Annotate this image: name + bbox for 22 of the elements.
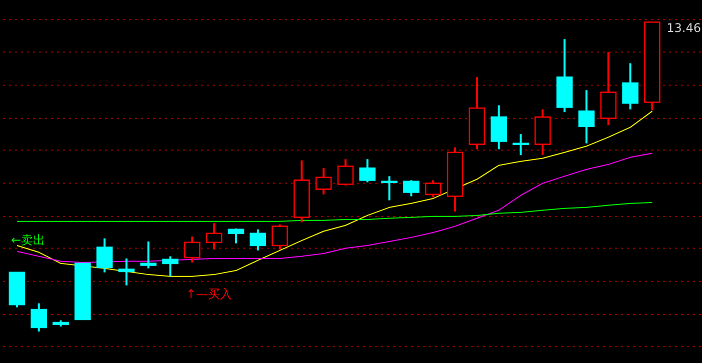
candlestick [381,175,398,202]
candlestick [30,302,48,332]
candlestick [512,133,529,156]
candlestick [424,179,442,198]
candlestick [578,89,595,144]
annotation: ↑—买入 [186,287,232,301]
candlestick [622,62,638,110]
candlestick [184,236,200,264]
candlestick [272,223,288,250]
candlestick [359,158,376,184]
candlestick [96,237,113,274]
candlestick [337,158,354,186]
candlestick [140,240,157,270]
candlestick [250,228,266,252]
candlestick [315,167,332,196]
candlestick [206,222,222,250]
candlestick [228,227,244,244]
text: 13.46 [666,21,701,35]
candlestick [403,179,420,198]
candlestick [118,257,135,286]
candlestick [162,255,178,278]
annotation: ←卖出 [11,233,46,247]
